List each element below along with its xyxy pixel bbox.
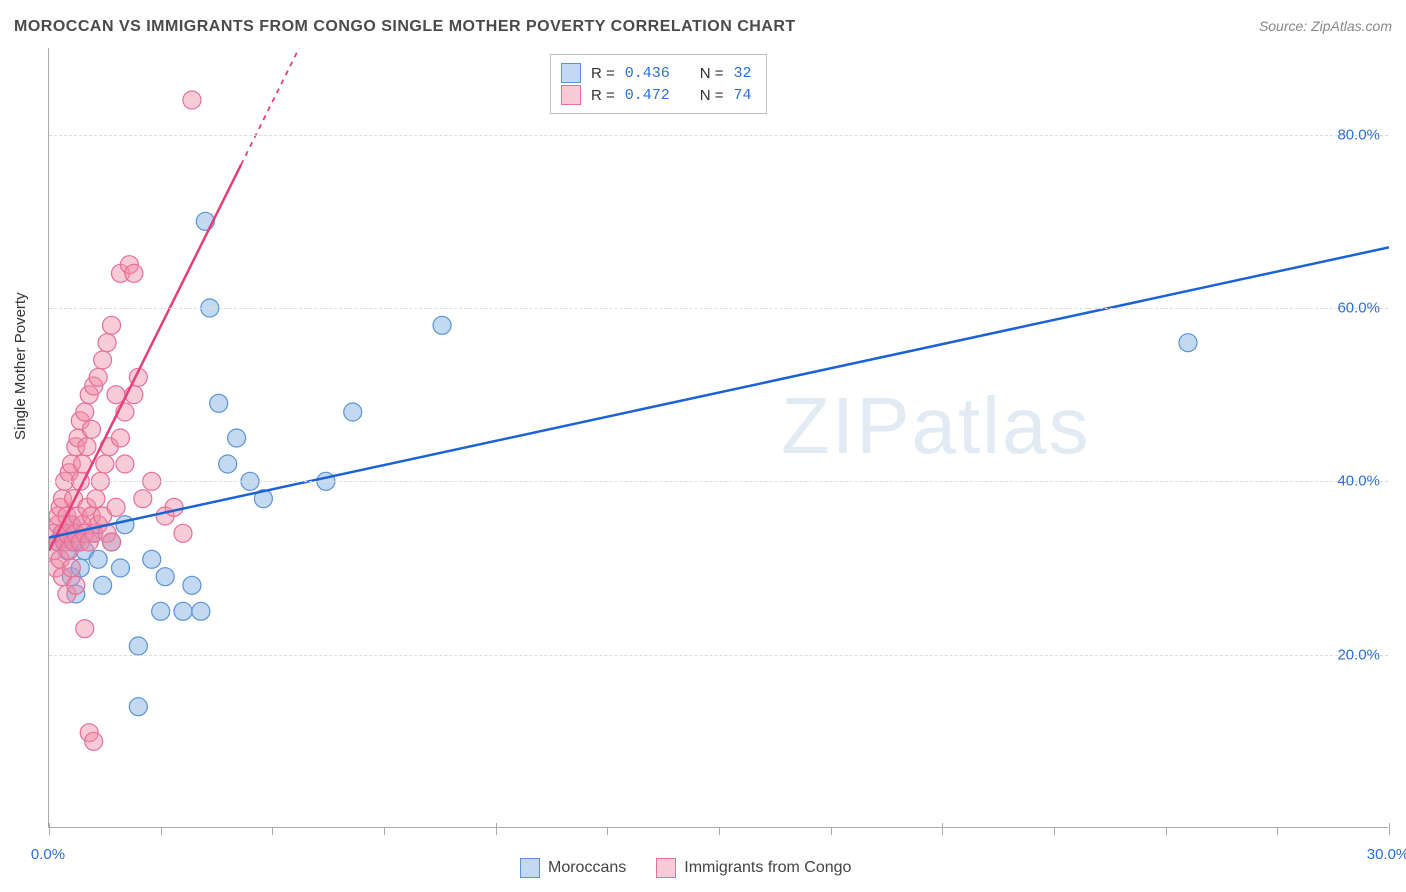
n-label: N = <box>700 87 724 104</box>
r-label: R = <box>591 87 615 104</box>
y-axis-label: Single Mother Poverty <box>12 292 29 440</box>
scatter-plot-svg <box>49 48 1389 828</box>
chart-source: Source: ZipAtlas.com <box>1259 18 1392 34</box>
swatch-blue <box>561 63 581 83</box>
series-label-blue: Moroccans <box>548 859 626 877</box>
r-label: R = <box>591 65 615 82</box>
chart-header: MOROCCAN VS IMMIGRANTS FROM CONGO SINGLE… <box>14 18 1392 36</box>
r-value-pink: 0.472 <box>625 87 670 104</box>
legend-item-blue: Moroccans <box>520 858 626 878</box>
legend-stats-row-blue: R = 0.436 N = 32 <box>561 63 752 83</box>
n-label: N = <box>700 65 724 82</box>
n-value-pink: 74 <box>734 87 752 104</box>
legend-series: Moroccans Immigrants from Congo <box>520 858 851 878</box>
legend-stats-row-pink: R = 0.472 N = 74 <box>561 85 752 105</box>
swatch-blue <box>520 858 540 878</box>
swatch-pink <box>561 85 581 105</box>
swatch-pink <box>656 858 676 878</box>
r-value-blue: 0.436 <box>625 65 670 82</box>
legend-item-pink: Immigrants from Congo <box>656 858 851 878</box>
legend-stats: R = 0.436 N = 32 R = 0.472 N = 74 <box>550 54 767 114</box>
chart-title: MOROCCAN VS IMMIGRANTS FROM CONGO SINGLE… <box>14 18 796 36</box>
plot-area: ZIPatlas 20.0%40.0%60.0%80.0% <box>48 48 1388 828</box>
n-value-blue: 32 <box>734 65 752 82</box>
series-label-pink: Immigrants from Congo <box>684 859 851 877</box>
